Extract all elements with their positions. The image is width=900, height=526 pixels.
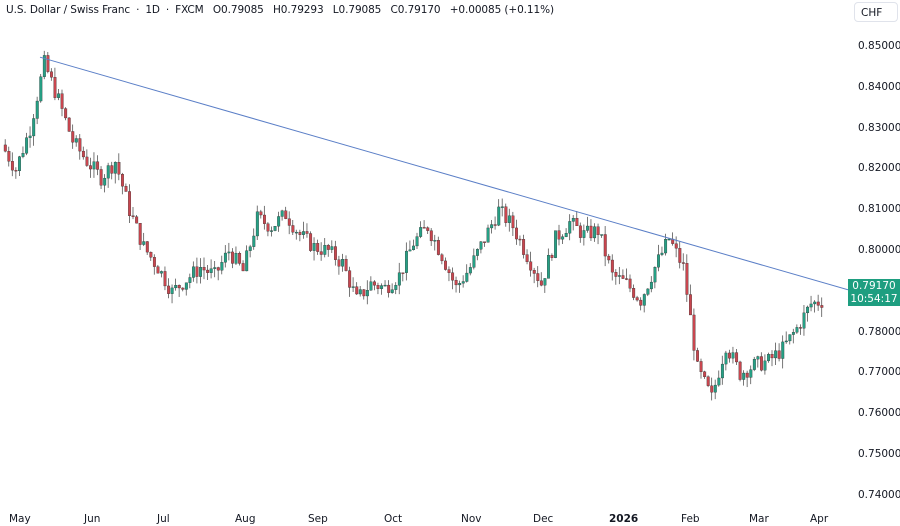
price-tick: 0.77000: [858, 366, 900, 379]
price-tick: 0.78000: [858, 325, 900, 338]
price-tick: 0.85000: [858, 40, 900, 52]
bar-countdown: 10:54:17: [850, 293, 898, 305]
last-price-tag: 0.79170 10:54:17: [848, 279, 900, 306]
time-tick: Sep: [308, 513, 328, 525]
candlestick-chart[interactable]: [0, 0, 848, 526]
ohlc-open: O0.79085: [212, 4, 264, 16]
interval[interactable]: 1D: [145, 4, 160, 16]
time-tick: Jul: [157, 513, 170, 525]
time-tick: Dec: [533, 513, 554, 525]
ohlc-close: C0.79170: [390, 4, 441, 16]
price-tick: 0.80000: [858, 244, 900, 256]
currency-button[interactable]: CHF: [854, 2, 898, 22]
price-change: +0.00085 (+0.11%): [449, 4, 554, 16]
chart-legend: U.S. Dollar / Swiss Franc · 1D · FXCM O0.790…: [6, 4, 554, 16]
exchange: FXCM: [175, 4, 204, 16]
time-tick: Jun: [84, 513, 101, 525]
price-tick: 0.84000: [858, 80, 900, 93]
symbol-name: U.S. Dollar / Swiss Franc: [6, 4, 131, 16]
time-tick: Mar: [749, 513, 769, 525]
time-tick: Apr: [810, 513, 829, 525]
time-tick: May: [9, 513, 31, 525]
price-tick: 0.81000: [858, 203, 900, 216]
time-tick: Oct: [384, 513, 403, 525]
trendline: [39, 56, 848, 291]
price-tick: 0.82000: [858, 162, 900, 175]
ohlc-high: H0.79293: [273, 4, 324, 16]
time-tick: Feb: [681, 513, 700, 525]
price-axis[interactable]: 0.85000 0.84000 0.83000 0.82000 0.81000 0.800…: [848, 0, 900, 526]
price-tick: 0.76000: [858, 407, 900, 420]
time-tick: Nov: [461, 513, 482, 525]
time-tick: 2026: [609, 513, 639, 525]
time-tick: Aug: [235, 513, 256, 525]
price-tick: 0.74000: [858, 488, 900, 501]
price-tick: 0.83000: [858, 121, 900, 134]
ohlc-low: L0.79085: [332, 4, 382, 16]
price-tick: 0.75000: [858, 448, 900, 460]
last-price: 0.79170: [852, 280, 896, 292]
